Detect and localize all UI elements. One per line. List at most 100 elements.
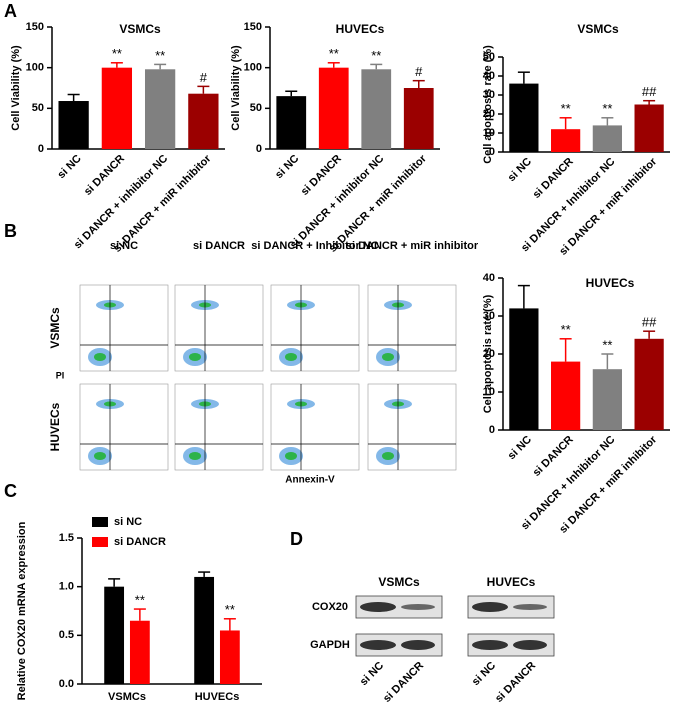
bar <box>318 67 349 149</box>
y-tick-label: 0 <box>489 424 495 436</box>
cell-cluster-core <box>94 452 106 460</box>
cell-cluster-core <box>189 353 201 361</box>
significance-label: ** <box>561 101 571 116</box>
legend-swatch <box>92 517 108 527</box>
lane-label: si DANCR <box>493 660 538 705</box>
significance-label: ** <box>112 46 122 61</box>
y-tick-label: 40 <box>483 70 495 82</box>
significance-label: # <box>200 70 208 85</box>
chart-title: VSMCs <box>119 22 161 36</box>
cell-cluster-core <box>94 353 106 361</box>
column-label: si DANCR <box>193 240 245 252</box>
band <box>401 640 435 650</box>
band <box>360 640 396 650</box>
y-tick-label: 0 <box>38 143 44 155</box>
legend-label: si DANCR <box>114 536 166 548</box>
y-tick-label: 10 <box>483 127 495 139</box>
bar <box>592 369 622 430</box>
blot-strip <box>355 595 443 619</box>
lane-label: si DANCR <box>381 660 426 705</box>
cell-cluster-core <box>189 452 201 460</box>
x-tick-label: si NC <box>55 153 83 181</box>
cell-cluster-core <box>382 353 394 361</box>
x-tick-label: HUVECs <box>195 691 240 703</box>
lane-label: si NC <box>470 660 498 688</box>
y-axis-label: Cell apoptosis rate (%) <box>482 294 494 413</box>
y-axis-label: Relative COX20 mRNA expression <box>16 521 28 700</box>
y-tick-label: 20 <box>483 108 495 120</box>
group-label: VSMCs <box>378 575 420 589</box>
significance-label: ** <box>371 48 381 63</box>
y-axis-label: PI <box>56 370 65 380</box>
blot-strip <box>467 633 555 657</box>
y-tick-label: 100 <box>26 62 44 74</box>
significance-label: ** <box>602 101 612 116</box>
y-tick-label: 0.5 <box>59 629 74 641</box>
significance-label: ** <box>602 337 612 352</box>
band <box>360 602 396 612</box>
significance-label: ** <box>561 322 571 337</box>
y-axis-label: Cell apoptosis rate (%) <box>482 45 494 164</box>
y-tick-label: 10 <box>483 386 495 398</box>
y-tick-label: 0 <box>489 146 495 158</box>
bar <box>129 620 150 684</box>
x-tick-label: si NC <box>273 153 301 181</box>
cell-cluster-core <box>285 353 297 361</box>
blot-strip <box>467 595 555 619</box>
bar <box>144 69 176 149</box>
y-tick-label: 150 <box>244 21 262 33</box>
protein-label: GAPDH <box>310 639 350 651</box>
column-label: si NC <box>110 240 138 252</box>
y-tick-label: 0 <box>256 143 262 155</box>
y-tick-label: 100 <box>244 62 262 74</box>
legend-label: si NC <box>114 516 142 528</box>
significance-label: ** <box>155 48 165 63</box>
y-tick-label: 50 <box>32 102 44 114</box>
significance-label: # <box>415 64 423 79</box>
row-label: HUVECs <box>48 402 62 451</box>
band <box>513 604 547 610</box>
y-tick-label: 50 <box>483 51 495 63</box>
x-tick-label: si DANCR <box>531 156 576 201</box>
panel-letter: C <box>4 481 17 501</box>
protein-label: COX20 <box>312 601 348 613</box>
y-tick-label: 20 <box>483 348 495 360</box>
bar <box>194 576 215 684</box>
y-tick-label: 30 <box>483 310 495 322</box>
bar <box>58 101 89 149</box>
significance-label: ** <box>225 602 235 617</box>
blot-strip <box>355 633 443 657</box>
y-axis-label: Cell Viability (%) <box>10 45 22 131</box>
bar <box>276 96 307 149</box>
x-tick-label: si DANCR <box>531 434 576 479</box>
significance-label: ** <box>329 46 339 61</box>
bar <box>403 88 434 149</box>
significance-label: ** <box>135 592 145 607</box>
y-tick-label: 30 <box>483 89 495 101</box>
y-axis-label: Cell Viability (%) <box>230 45 242 131</box>
x-tick-label: si DANCR <box>299 153 344 198</box>
panel-letter: B <box>4 221 17 241</box>
y-tick-label: 150 <box>26 21 44 33</box>
bar <box>509 83 539 152</box>
panel-letter: A <box>4 1 17 21</box>
x-tick-label: si DANCR <box>82 153 127 198</box>
y-tick-label: 50 <box>250 102 262 114</box>
chart-title: HUVECs <box>336 22 385 36</box>
bar <box>592 125 622 152</box>
significance-label: ## <box>642 315 657 330</box>
cell-cluster-core <box>285 452 297 460</box>
group-label: HUVECs <box>487 575 536 589</box>
bar <box>361 69 392 149</box>
y-tick-label: 0.0 <box>59 678 74 690</box>
chart-title: VSMCs <box>577 22 619 36</box>
x-tick-label: VSMCs <box>108 691 146 703</box>
y-tick-label: 1.0 <box>59 581 74 593</box>
band <box>472 640 508 650</box>
y-tick-label: 40 <box>483 272 495 284</box>
x-tick-label: si NC <box>506 434 534 462</box>
column-label: si DANCR + Inhibitor NC <box>251 240 378 252</box>
bar <box>104 586 125 684</box>
